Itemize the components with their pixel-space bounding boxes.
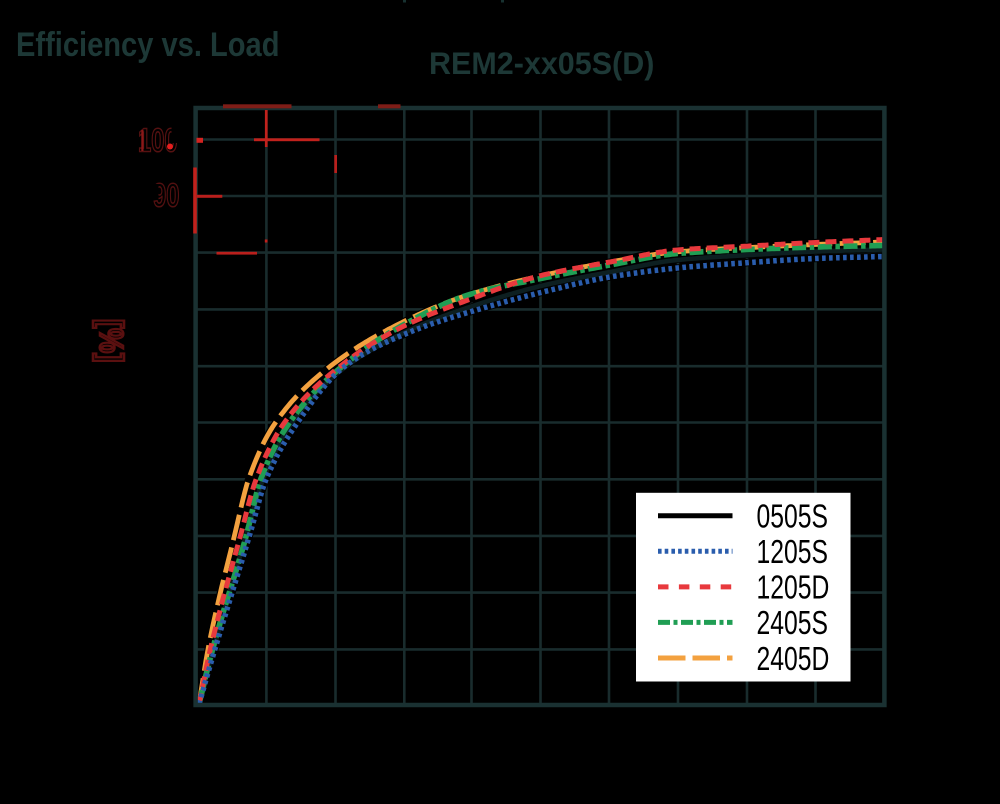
svg-text:REM2-xx05S(D): REM2-xx05S(D) xyxy=(429,46,654,82)
svg-text:0505S: 0505S xyxy=(757,498,828,536)
svg-text:1205S: 1205S xyxy=(757,534,828,572)
svg-text:100: 100 xyxy=(138,123,178,160)
svg-text:1205D: 1205D xyxy=(757,569,830,607)
svg-text:[%]: [%] xyxy=(92,319,130,362)
svg-text:2405S: 2405S xyxy=(757,605,828,643)
svg-text:2405D: 2405D xyxy=(757,640,830,678)
svg-text:Efficiency vs. Load: Efficiency vs. Load xyxy=(16,25,279,64)
